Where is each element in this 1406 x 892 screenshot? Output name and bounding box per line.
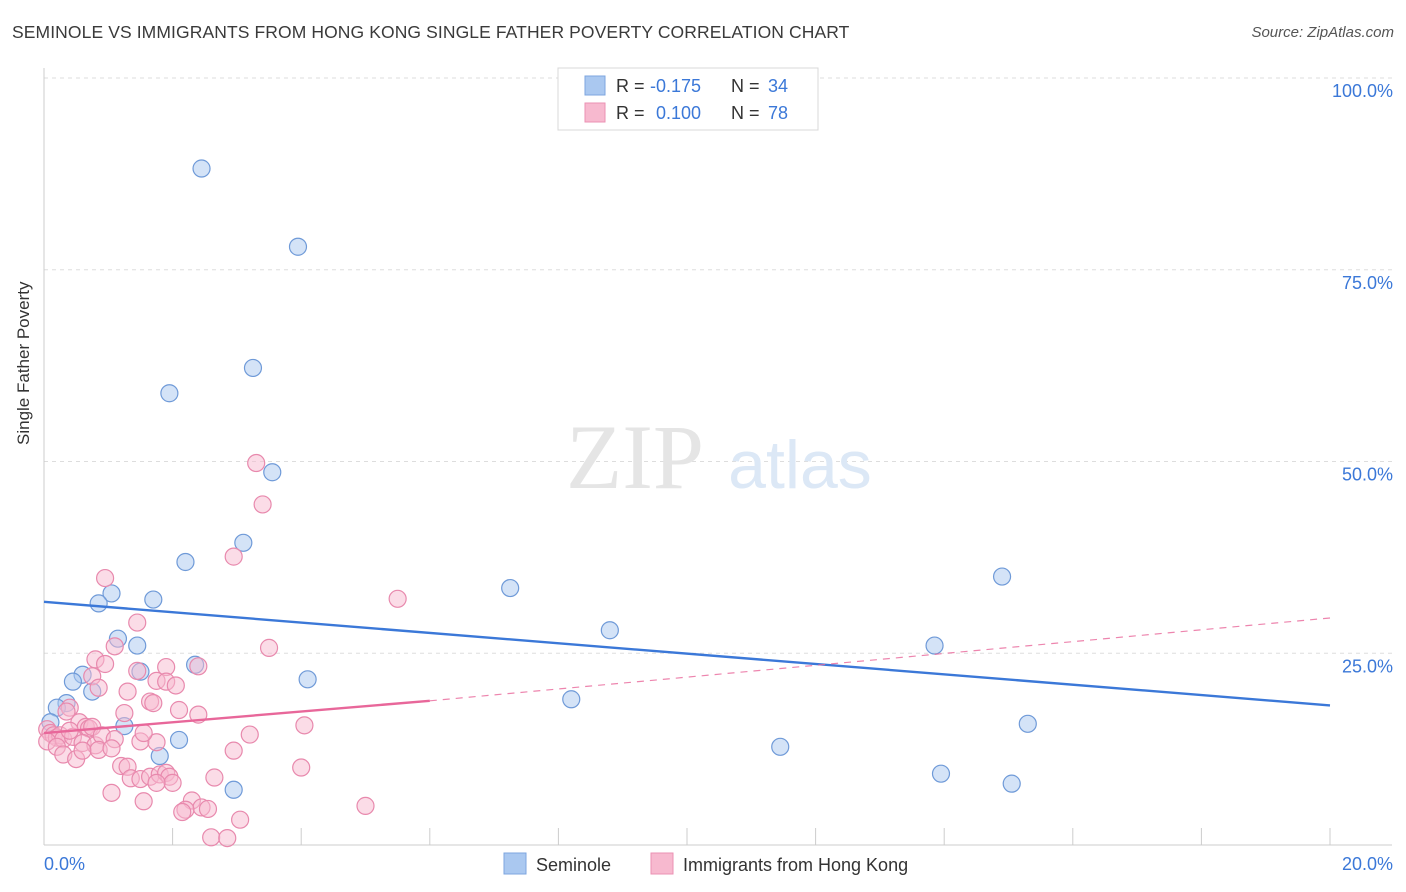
hong-kong-point [295, 716, 314, 735]
y-tick-label: 25.0% [1342, 656, 1393, 676]
watermark-atlas: atlas [728, 427, 872, 503]
bottom-legend-swatch-seminole [503, 852, 527, 875]
hong-kong-point [231, 810, 250, 829]
legend-n-value: 34 [768, 76, 788, 96]
seminole-point [144, 590, 163, 609]
seminole-point [600, 621, 619, 640]
hong-kong-point [89, 678, 108, 697]
hong-kong-point [218, 828, 237, 848]
seminole-point [192, 159, 211, 178]
hong-kong-point [115, 703, 134, 723]
hong-kong-point [253, 495, 272, 514]
legend-swatch-hong-kong [584, 102, 606, 123]
seminole-point [771, 737, 790, 756]
hong-kong-point [134, 792, 153, 811]
hong-kong-point [224, 547, 243, 566]
y-tick-label: 75.0% [1342, 273, 1393, 293]
hong-kong-point [95, 654, 115, 674]
hong-kong-point [189, 657, 208, 676]
hong-kong-point [57, 702, 76, 721]
seminole-point [298, 670, 317, 689]
bottom-legend-label-hong-kong: Immigrants from Hong Kong [683, 855, 908, 875]
seminole-point [243, 358, 263, 378]
seminole-point [1018, 714, 1037, 733]
hong-kong-point [224, 741, 243, 760]
hong-kong-point [205, 768, 224, 787]
hong-kong-point [388, 589, 407, 608]
seminole-point [992, 567, 1012, 586]
seminole-trend-line [43, 600, 1331, 707]
seminole-point [288, 237, 308, 256]
seminole-point [63, 672, 83, 691]
legend-r-value: 0.100 [656, 103, 701, 123]
trend-lines [43, 600, 1331, 735]
seminole-point [169, 730, 189, 750]
hong-kong-point [128, 613, 147, 632]
seminole-point [263, 463, 282, 482]
hong-kong-point [147, 773, 166, 792]
chart-title: SEMINOLE VS IMMIGRANTS FROM HONG KONG SI… [12, 22, 850, 42]
hong-kong-point [259, 638, 279, 657]
hong-kong-point [73, 741, 92, 760]
seminole-point [89, 594, 108, 613]
y-tick-label: 50.0% [1342, 465, 1393, 485]
hong-kong-point [147, 733, 166, 752]
axes [43, 68, 1392, 846]
data-points [38, 159, 1037, 848]
hong-kong-point [102, 783, 121, 802]
legend-n-value: 78 [768, 103, 788, 123]
x-tick-label: 0.0% [44, 854, 85, 874]
hong-kong-trend-extension [429, 617, 1331, 702]
seminole-point [931, 764, 951, 783]
bottom-legend: Seminole Immigrants from Hong Kong [503, 852, 908, 875]
hong-kong-point [247, 453, 266, 473]
seminole-point [1002, 774, 1021, 793]
seminole-point [102, 584, 121, 603]
seminole-point [128, 636, 147, 655]
hong-kong-point [292, 758, 311, 777]
hong-kong-point [173, 802, 192, 822]
hong-kong-point [95, 568, 115, 588]
tick-labels: 25.0% 50.0% 75.0% 100.0% 0.0% 20.0% [44, 81, 1393, 874]
seminole-point [234, 533, 253, 552]
legend-r-label: R = [616, 103, 645, 123]
hong-kong-point [105, 637, 124, 656]
hong-kong-point [202, 828, 221, 847]
bottom-legend-label-seminole: Seminole [536, 855, 611, 875]
hong-kong-point [118, 682, 137, 701]
legend-r-label: R = [616, 76, 645, 96]
hong-kong-point [356, 796, 375, 815]
hong-kong-trend-line [43, 699, 430, 735]
seminole-point [925, 636, 944, 655]
hong-kong-point [240, 725, 259, 744]
hong-kong-point [198, 799, 218, 819]
seminole-point [160, 384, 179, 403]
hong-kong-point [134, 723, 153, 743]
hong-kong-point [169, 700, 189, 720]
bottom-legend-swatch-hong-kong [650, 852, 674, 875]
legend-r-value: -0.175 [650, 76, 701, 96]
legend-n-label: N = [731, 76, 760, 96]
top-legend: R = -0.175 N = 34 R = 0.100 N = 78 [557, 67, 819, 131]
hong-kong-point [144, 694, 163, 713]
legend-n-label: N = [731, 103, 760, 123]
hong-kong-point [128, 661, 147, 680]
source-label: Source: ZipAtlas.com [1251, 24, 1394, 41]
watermark: ZIP atlas [566, 406, 872, 508]
seminole-point [562, 690, 581, 709]
watermark-zip: ZIP [566, 406, 704, 508]
seminole-point [224, 780, 243, 799]
seminole-point [176, 552, 195, 572]
hong-kong-point [163, 773, 182, 792]
y-tick-label: 100.0% [1332, 81, 1393, 101]
legend-swatch-seminole [584, 75, 606, 96]
x-tick-label: 20.0% [1342, 854, 1393, 874]
seminole-point [501, 578, 520, 598]
hong-kong-point [102, 739, 121, 758]
hong-kong-point [166, 676, 185, 695]
